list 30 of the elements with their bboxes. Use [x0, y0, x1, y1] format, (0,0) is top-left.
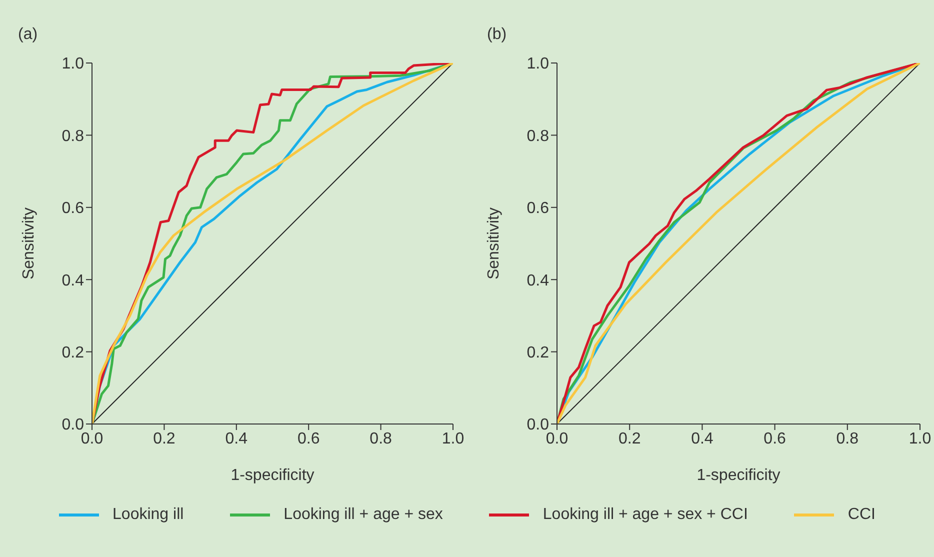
legend-label: Looking ill: [112, 506, 184, 524]
x-axis-title: 1-specificity: [230, 467, 314, 484]
y-tick-label: 0.2: [526, 344, 550, 362]
legend-label: CCI: [848, 506, 876, 524]
x-tick-label: 1.0: [442, 430, 464, 448]
y-tick-label: 0.6: [62, 200, 84, 218]
x-tick-label: 0.6: [764, 430, 786, 448]
x-tick-label: 0.8: [370, 430, 392, 448]
chart-title: (b): [487, 26, 507, 44]
y-tick-label: 0.8: [62, 128, 84, 145]
x-tick-label: 0.6: [297, 430, 320, 448]
y-tick-label: 0.6: [526, 200, 550, 218]
y-tick-label: 1.0: [526, 56, 550, 73]
y-tick-label: 0.8: [526, 128, 550, 145]
y-tick-label: 0.4: [526, 272, 550, 290]
legend-label: Looking ill + age + sex + CCI: [542, 506, 748, 524]
legend-label: Looking ill + age + sex: [284, 506, 443, 524]
y-tick-label: 0.2: [62, 344, 84, 362]
y-tick-label: 1.0: [62, 56, 84, 73]
x-axis-title: 1-specificity: [696, 467, 780, 484]
x-tick-label: 0.8: [836, 430, 859, 448]
x-tick-label: 0.2: [618, 430, 641, 448]
x-tick-label: 1.0: [908, 430, 932, 448]
y-tick-label: 0.4: [62, 272, 84, 290]
chart-title: (a): [18, 26, 38, 44]
x-tick-label: 0.4: [691, 430, 714, 448]
x-tick-label: 0.4: [225, 430, 248, 448]
x-tick-label: 0.2: [153, 430, 176, 448]
y-axis-title: Sensitivity: [486, 207, 503, 280]
y-axis-title: Sensitivity: [20, 207, 38, 280]
